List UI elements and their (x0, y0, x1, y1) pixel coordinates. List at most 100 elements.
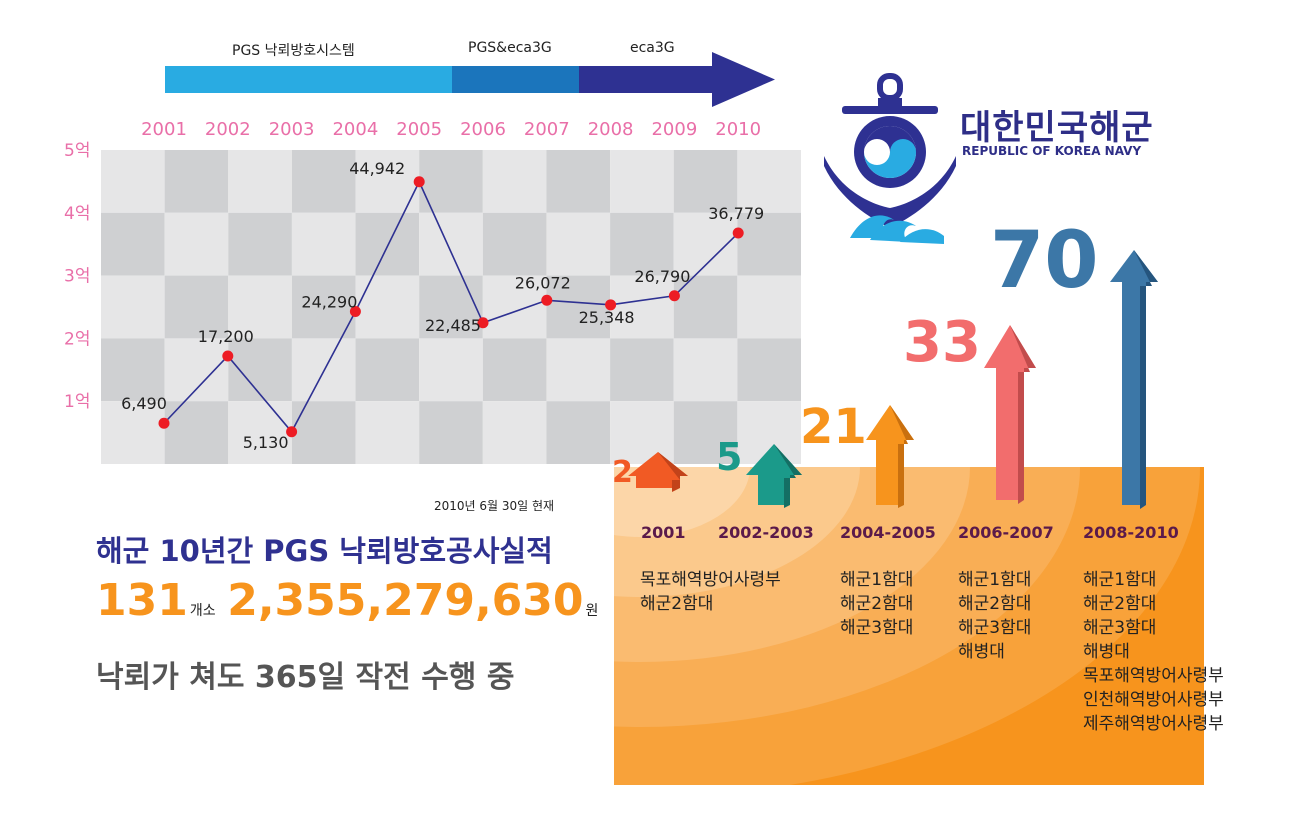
growth-arrow-2006-2007 (984, 325, 1036, 504)
data-point (477, 317, 489, 329)
data-point (541, 294, 553, 306)
unit-item: 해군2함대 (640, 594, 714, 614)
unit-item: 해군3함대 (958, 618, 1032, 638)
data-point (222, 350, 234, 362)
grid-cell (355, 275, 420, 339)
grid-cell (164, 275, 229, 339)
grid-cell (673, 150, 738, 213)
x-tick-label: 2008 (588, 119, 634, 140)
units-2001: 목포해역방어사령부 해군2함대 (640, 568, 781, 616)
data-point (668, 290, 680, 302)
grid-cell (419, 212, 483, 276)
summary-headline: 해군 10년간 PGS 낙뢰방호공사실적 (96, 534, 553, 568)
grid-cell (610, 212, 674, 276)
timeline-phase-pgs-eca3g (452, 66, 579, 93)
grid-cell (101, 212, 165, 276)
growth-arrow-2001 (628, 452, 688, 492)
unit-item: 해군2함대 (840, 594, 914, 614)
grid-cell (482, 212, 547, 276)
grid-cell (419, 401, 483, 464)
amount-unit: 원 (585, 603, 599, 619)
x-tick-label: 2005 (396, 119, 442, 140)
data-label: 36,779 (708, 204, 764, 223)
timeline-label-3: eca3G (630, 40, 675, 56)
grid-cell (482, 150, 547, 213)
grid-cell (737, 338, 801, 402)
grid-cell (101, 401, 165, 464)
data-line (163, 179, 739, 434)
unit-item: 제주해역방어사령부 (1083, 714, 1224, 734)
data-point (349, 305, 361, 317)
site-count: 131 (96, 575, 188, 626)
grid-cell (737, 275, 801, 339)
grid-cell (291, 212, 356, 276)
growth-number-2004-2005: 21 (800, 399, 867, 455)
data-label: 5,130 (243, 433, 289, 452)
grid-cell (610, 401, 674, 464)
unit-item: 해군1함대 (1083, 570, 1157, 590)
data-point (732, 227, 744, 239)
grid-cell (355, 338, 420, 402)
y-tick-label: 4억 (64, 204, 90, 224)
period-2006-2007: 2006-2007 (958, 523, 1054, 542)
timeline-arrowhead (712, 52, 775, 107)
units-2008-2010: 해군1함대 해군2함대 해군3함대 해병대 목포해역방어사령부 인천해역방어사령… (1083, 568, 1224, 736)
grid-cell (737, 212, 801, 276)
grid-cell (610, 338, 674, 402)
data-label: 44,942 (349, 159, 405, 178)
unit-item: 해군1함대 (958, 570, 1032, 590)
total-amount: 2,355,279,630 (227, 575, 584, 626)
data-label: 25,348 (579, 308, 635, 327)
grid-cell (164, 338, 229, 402)
units-2004-2005: 해군1함대 해군2함대 해군3함대 (840, 568, 913, 640)
unit-item: 해병대 (958, 642, 1005, 662)
x-tick-label: 2007 (524, 119, 570, 140)
grid-cell (419, 150, 483, 213)
grid-cell (610, 150, 674, 213)
grid-cell (610, 275, 674, 339)
unit-item: 해군3함대 (1083, 618, 1157, 638)
grid-cell (228, 275, 292, 339)
data-point (158, 417, 170, 429)
grid-cell (673, 338, 738, 402)
grid-cell (101, 150, 165, 213)
grid-cell (546, 150, 611, 213)
x-tick-label: 2009 (651, 119, 697, 140)
as-of-date: 2010년 6월 30일 현재 (434, 499, 555, 513)
unit-item: 해군1함대 (840, 570, 914, 590)
site-count-unit: 개소 (189, 603, 216, 619)
period-2001: 2001 (641, 523, 686, 542)
grid-cell (101, 275, 165, 339)
grid-cell (355, 401, 420, 464)
navy-emblem-icon (824, 73, 956, 244)
grid-cell (673, 401, 738, 464)
grid-cell (101, 338, 165, 402)
grid-cell (546, 275, 611, 339)
grid-cell (482, 275, 547, 339)
grid-cell (419, 275, 483, 339)
grid-cell (546, 401, 611, 464)
summary-figures: 131 개소 2,355,279,630 원 (96, 575, 604, 626)
timeline-label-2: PGS&eca3G (468, 40, 552, 56)
x-tick-label: 2010 (715, 119, 761, 140)
growth-number-2006-2007: 33 (903, 310, 981, 375)
x-tick-label: 2002 (205, 119, 251, 140)
x-tick-label: 2001 (141, 119, 187, 140)
x-tick-label: 2004 (332, 119, 378, 140)
data-point (286, 426, 298, 438)
growth-arrow-2004-2005 (866, 405, 914, 508)
grid-cell (355, 212, 420, 276)
unit-item: 목포해역방어사령부 (640, 570, 781, 590)
x-tick-label: 2003 (269, 119, 315, 140)
data-label: 24,290 (301, 292, 357, 311)
data-label: 17,200 (198, 327, 254, 346)
grid-cell (164, 212, 229, 276)
x-tick-label: 2006 (460, 119, 506, 140)
line-chart: 1억 2억 3억 4억 5억 2001 2002 2003 2004 2005 2006 2007 20… (64, 119, 801, 464)
grid-cell (164, 150, 229, 213)
data-label: 26,790 (634, 267, 690, 286)
y-tick-label: 2억 (64, 329, 90, 349)
grid-cell (737, 150, 801, 213)
unit-item: 목포해역방어사령부 (1083, 666, 1224, 686)
